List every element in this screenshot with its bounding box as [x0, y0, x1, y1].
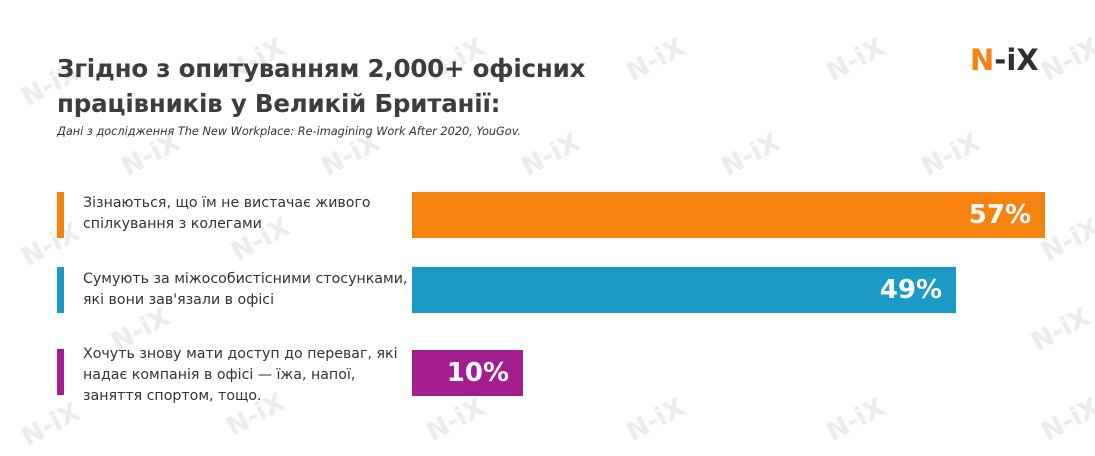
data-label: 57%: [968, 200, 1031, 230]
watermark-mark: N-iX: [1036, 212, 1095, 268]
chart-title: Згідно з опитуванням 2,000+ офісних прац…: [57, 54, 586, 118]
logo-ix: -iX: [994, 43, 1039, 77]
brand-logo: N-iX: [970, 43, 1039, 77]
watermark-mark: N-iX: [1036, 392, 1095, 448]
watermark-mark: N-iX: [16, 397, 85, 453]
bar: 10%: [412, 350, 523, 396]
category-label: Хочуть знову мати доступ до переваг, які…: [83, 346, 398, 404]
watermark-mark: N-iX: [1026, 302, 1095, 358]
watermark-mark: N-iX: [16, 217, 85, 273]
watermark-mark: N-iX: [421, 392, 490, 448]
watermark-mark: N-iX: [516, 127, 585, 183]
watermark-mark: N-iX: [916, 127, 985, 183]
row-marker: [57, 267, 64, 313]
watermark-mark: N-iX: [821, 392, 890, 448]
watermark-mark: N-iX: [716, 127, 785, 183]
watermark-mark: N-iX: [1036, 32, 1095, 88]
bar: 49%: [412, 267, 956, 313]
logo-n: N: [970, 43, 995, 77]
watermark-mark: N-iX: [621, 392, 690, 448]
data-label: 49%: [879, 275, 942, 305]
watermark-mark: N-iX: [821, 32, 890, 88]
category-label: Зізнаються, що їм не вистачає живого спі…: [83, 195, 371, 232]
row-marker: [57, 349, 64, 395]
row-marker: [57, 192, 64, 238]
category-label: Сумують за міжособистісними стосунками, …: [83, 271, 408, 308]
chart-subtitle: Дані з дослідження The New Workplace: Re…: [57, 125, 522, 138]
data-label: 10%: [446, 358, 509, 388]
bar: 57%: [412, 192, 1045, 238]
